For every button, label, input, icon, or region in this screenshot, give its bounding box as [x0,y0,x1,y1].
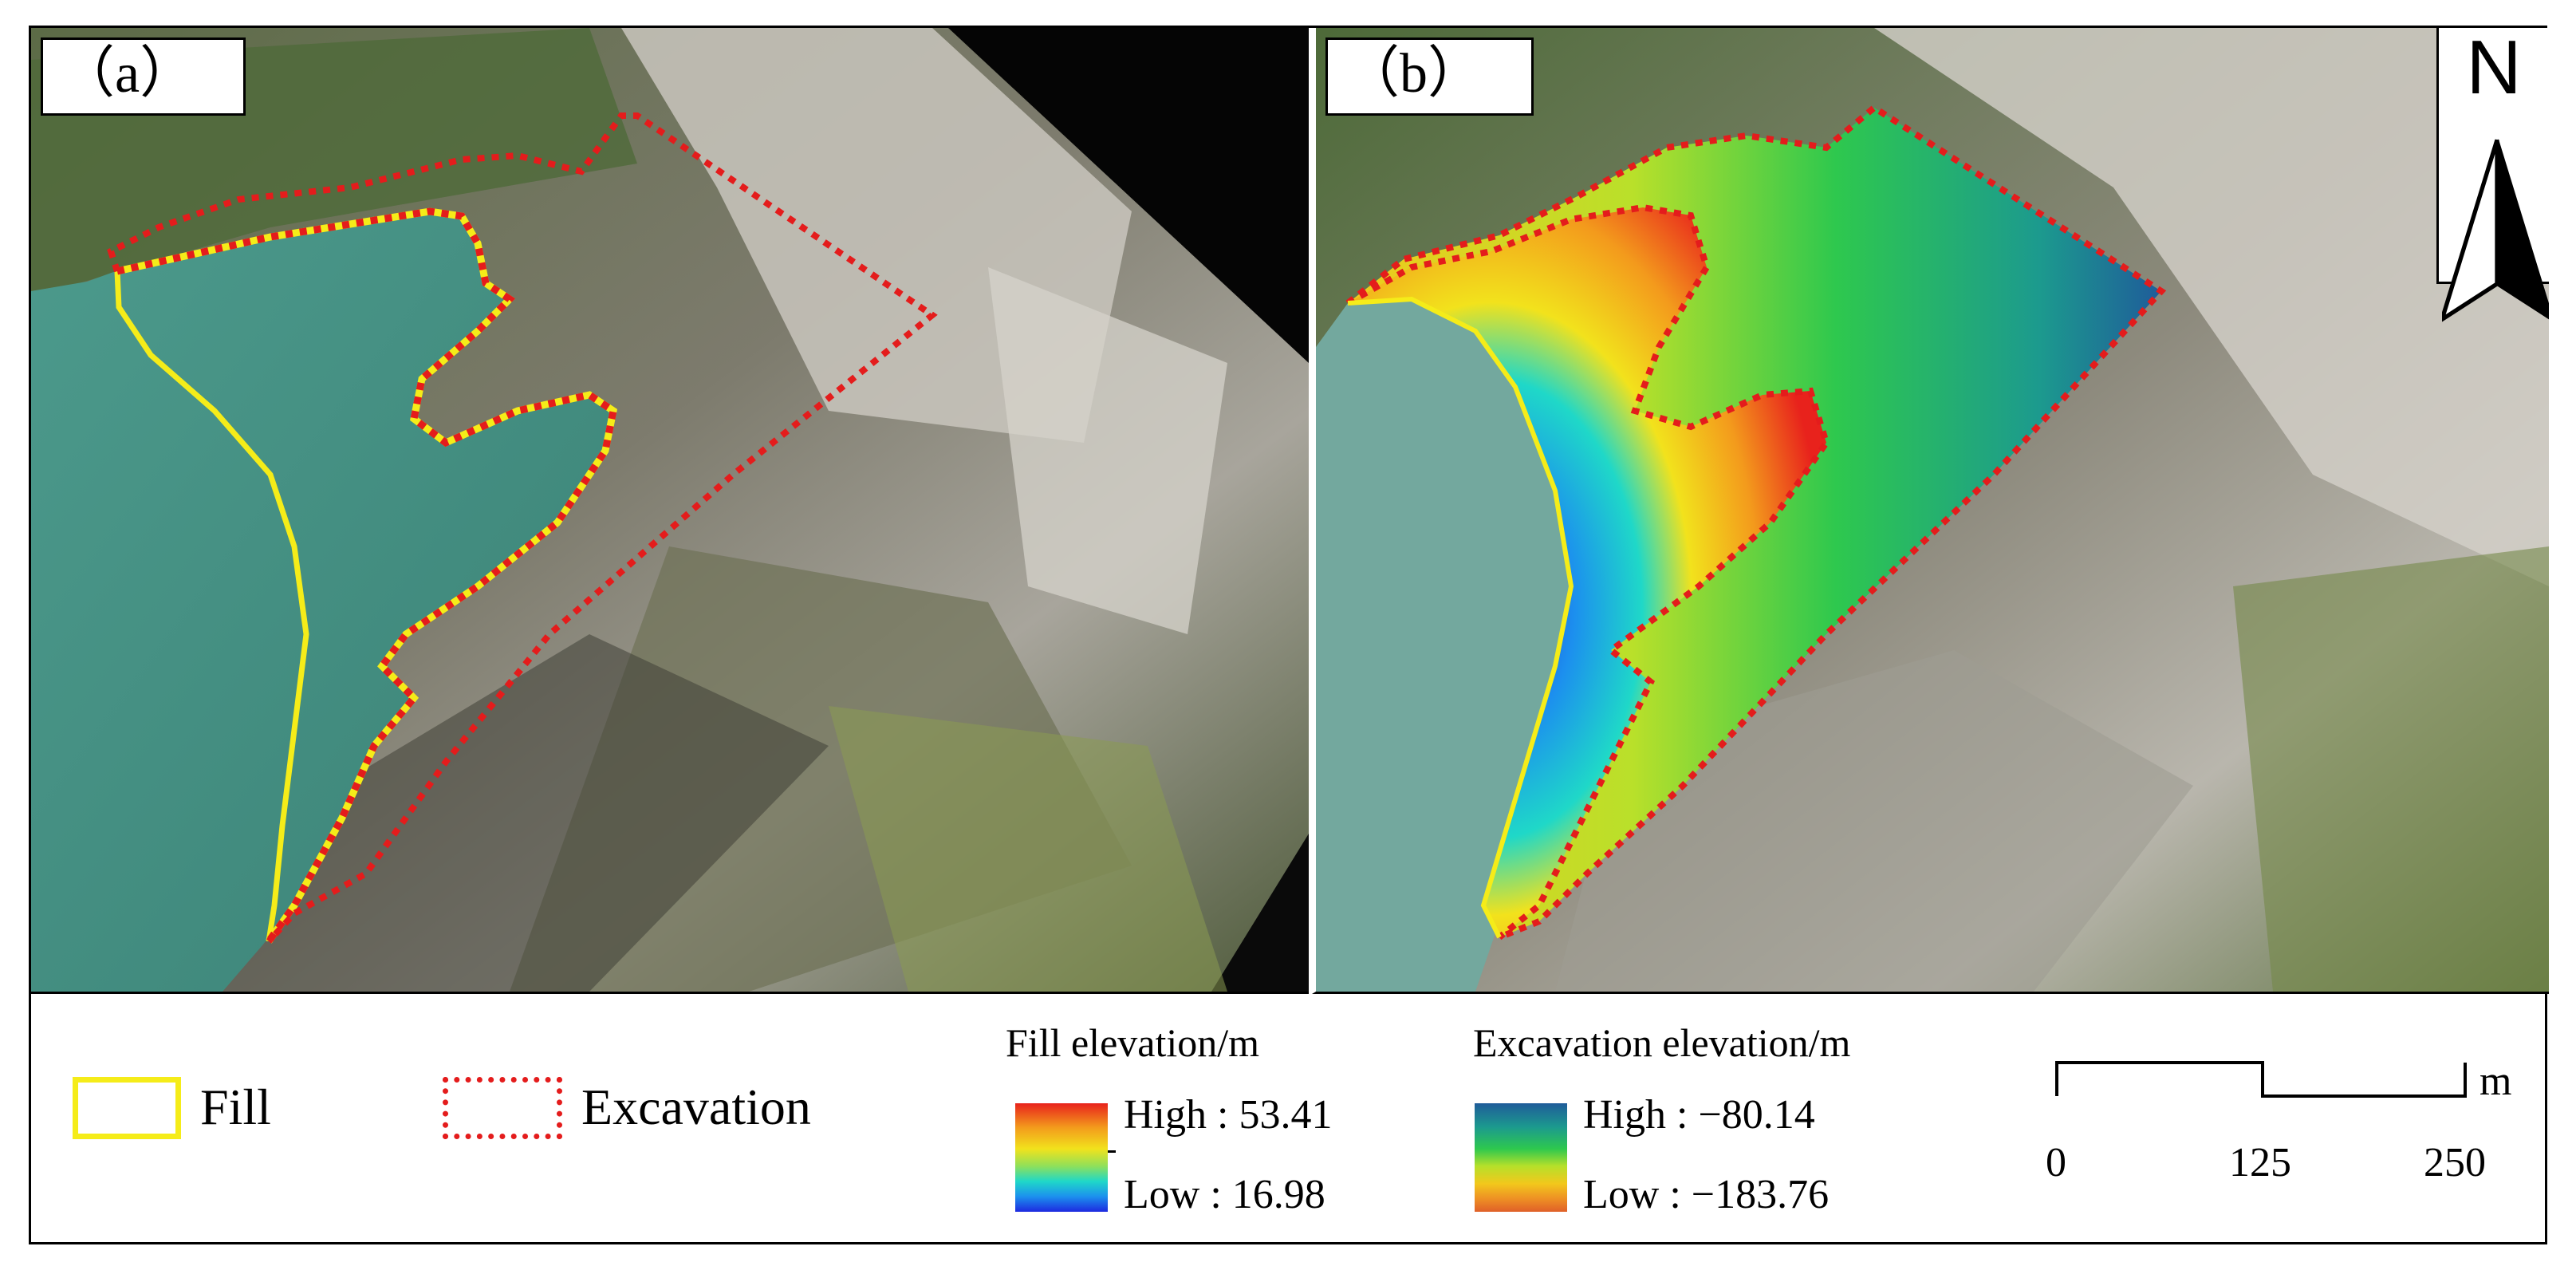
elevation-raster-b [1316,28,2549,992]
fill-elevation-title: Fill elevation/m [1006,1020,1260,1065]
north-arrow-icon [2442,139,2549,322]
aerial-image-a [31,28,1309,992]
legend: Fill Excavation Fill elevation/m High : … [31,994,2545,1242]
excavation-high-label: High : −80.14 [1583,1092,1815,1138]
excavation-symbol [443,1077,562,1139]
map-panel-b: （b） N [1312,28,2549,994]
figure-frame: （a） [29,26,2549,1244]
scale-tick-250: 250 [2424,1140,2486,1185]
fill-high-label: High : 53.41 [1124,1092,1333,1138]
scale-tick-125: 125 [2229,1140,2291,1185]
excavation-label: Excavation [581,1079,811,1135]
panel-label-a: （a） [41,37,246,116]
fill-label: Fill [200,1079,271,1135]
fill-low-label: Low : 16.98 [1124,1172,1325,1217]
fill-symbol [73,1077,181,1139]
fill-ramp-tick [1108,1150,1116,1153]
excavation-color-ramp [1475,1103,1567,1212]
map-panel-a: （a） [31,28,1309,994]
north-arrow: N [2436,28,2549,322]
excavation-elevation-title: Excavation elevation/m [1473,1020,1851,1065]
scale-bar [2055,1061,2467,1098]
scale-unit: m [2479,1059,2512,1104]
north-letter: N [2466,28,2522,110]
panel-label-b: （b） [1325,37,1534,116]
excavation-low-label: Low : −183.76 [1583,1172,1830,1217]
scale-tick-0: 0 [2046,1140,2066,1185]
fill-color-ramp [1015,1103,1108,1212]
